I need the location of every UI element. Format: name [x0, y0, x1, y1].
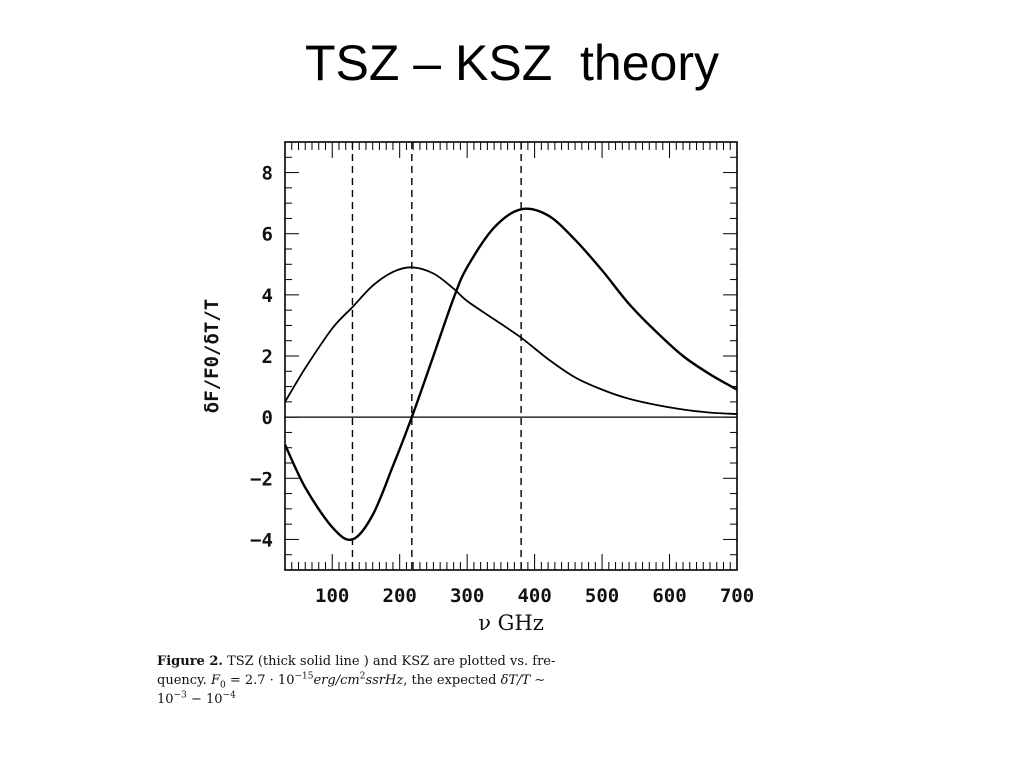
y-tick-label: −2	[250, 468, 273, 490]
series-line-2	[284, 266, 738, 415]
caption-exp-1: −15	[294, 671, 314, 682]
y-axis-label: δF/F0/δT/T	[201, 299, 223, 413]
x-tick-label: 700	[720, 585, 754, 607]
caption-figure-label: Figure 2.	[157, 654, 223, 669]
figure-caption: Figure 2. TSZ (thick solid line ) and KS…	[157, 652, 807, 709]
caption-line-2b: , the expected	[403, 673, 497, 688]
x-tick-label: 500	[585, 585, 619, 607]
caption-line-2a: quency.	[157, 673, 207, 688]
x-tick-label: 200	[383, 585, 417, 607]
y-tick-label: 8	[262, 163, 273, 185]
reference-lines	[285, 142, 737, 570]
x-axis-label: ν GHz	[478, 611, 544, 635]
caption-unit-a: erg/cm	[313, 673, 360, 688]
slide-title: TSZ – KSZ theory	[304, 35, 719, 91]
caption-f0-sub: 0	[219, 680, 226, 691]
caption-exp-4: −4	[222, 690, 236, 701]
y-tick-label: 2	[262, 346, 273, 368]
y-tick-label: 4	[262, 285, 273, 307]
caption-line-1: TSZ (thick solid line ) and KSZ are plot…	[227, 654, 556, 669]
y-tick-label: 0	[262, 407, 273, 429]
x-tick-label: 300	[450, 585, 484, 607]
y-tick-label: 6	[262, 224, 273, 246]
caption-unit-b: ssrHz	[365, 673, 404, 688]
caption-exp-3: −3	[173, 690, 187, 701]
x-tick-label: 400	[517, 585, 551, 607]
line-chart: 100 200 300 400 500 600 700 −4 −2 0 2 4 6 8 ν GHz δF/F0…	[201, 141, 754, 635]
series-lines	[283, 207, 738, 542]
caption-f0: F	[210, 673, 220, 688]
x-tick-label: 100	[315, 585, 349, 607]
caption-dtt: δT/T ∼	[500, 673, 546, 688]
caption-line-3b: − 10	[186, 692, 223, 707]
x-tick-label: 600	[652, 585, 686, 607]
series-line-1	[283, 207, 738, 542]
axis-labels: 100 200 300 400 500 600 700 −4 −2 0 2 4 6 8 ν GHz δF/F0…	[201, 163, 754, 635]
caption-eq-a: = 2.7 · 10	[225, 673, 295, 688]
caption-exp-2: 2	[359, 671, 366, 682]
caption-line-3a: 10	[157, 692, 174, 707]
y-tick-label: −4	[250, 529, 273, 551]
